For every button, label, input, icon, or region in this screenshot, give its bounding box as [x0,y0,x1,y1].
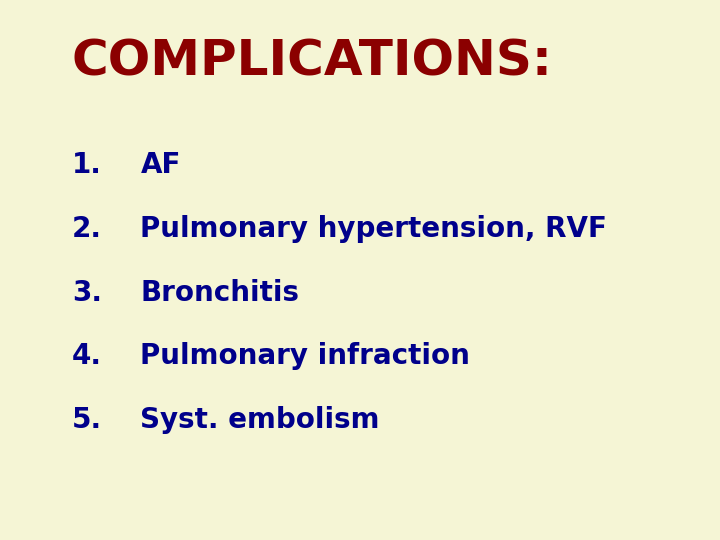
Text: 5.: 5. [72,406,102,434]
Text: Pulmonary hypertension, RVF: Pulmonary hypertension, RVF [140,215,607,243]
Text: Bronchitis: Bronchitis [140,279,300,307]
Text: 3.: 3. [72,279,102,307]
Text: Pulmonary infraction: Pulmonary infraction [140,342,470,370]
Text: COMPLICATIONS:: COMPLICATIONS: [72,38,553,86]
Text: AF: AF [140,151,181,179]
Text: 1.: 1. [72,151,102,179]
Text: 4.: 4. [72,342,102,370]
Text: 2.: 2. [72,215,102,243]
Text: Syst. embolism: Syst. embolism [140,406,380,434]
